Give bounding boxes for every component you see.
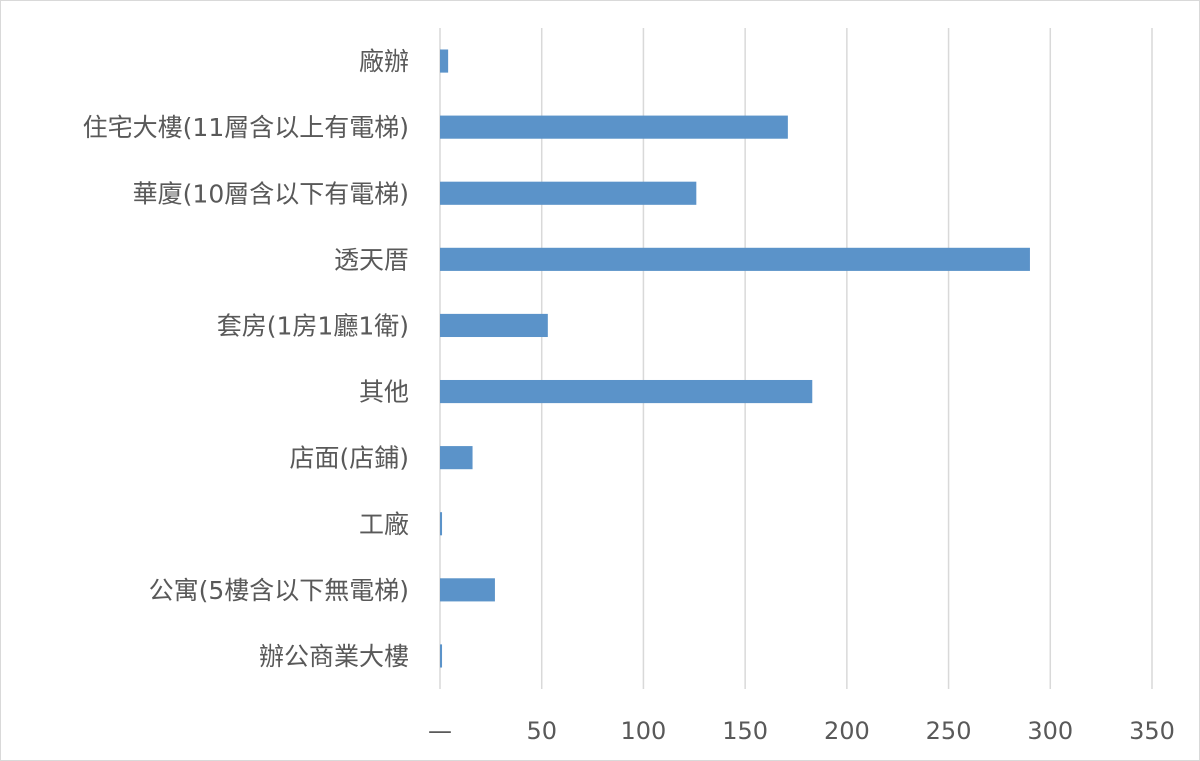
bar: [440, 49, 449, 73]
category-label: 套房(1房1廳1衛): [217, 311, 409, 340]
category-label: 住宅大樓(11層含以上有電梯): [83, 113, 409, 142]
category-label: 店面(店鋪): [289, 444, 409, 473]
x-tick-label: 350: [1129, 717, 1175, 745]
category-label: 工廠: [359, 510, 409, 539]
x-tick-label: 50: [526, 717, 557, 745]
x-tick-label: 200: [824, 717, 870, 745]
bar: [440, 181, 697, 205]
x-tick-label: 150: [722, 717, 768, 745]
bar: [440, 446, 473, 470]
bar: [440, 379, 813, 404]
x-axis-tick-labels: — 50 100 150 200 250 300 350: [428, 717, 1175, 745]
bar: [440, 578, 495, 602]
x-tick-label: 300: [1027, 717, 1073, 745]
x-tick-label: 100: [621, 717, 667, 745]
x-tick-label: —: [428, 717, 452, 745]
category-label: 公寓(5樓含以下無電梯): [149, 576, 409, 605]
category-label: 辦公商業大樓: [259, 642, 409, 671]
bar: [440, 644, 443, 668]
bars: [440, 49, 1030, 668]
bar: [440, 115, 788, 139]
bar: [440, 247, 1030, 271]
x-tick-label: 250: [926, 717, 972, 745]
bar: [440, 512, 443, 536]
category-label: 華廈(10層含以下有電梯): [133, 179, 409, 208]
bar: [440, 313, 548, 338]
category-label: 其他: [359, 378, 409, 407]
category-label: 廠辦: [359, 47, 409, 76]
category-label: 透天厝: [334, 245, 409, 274]
